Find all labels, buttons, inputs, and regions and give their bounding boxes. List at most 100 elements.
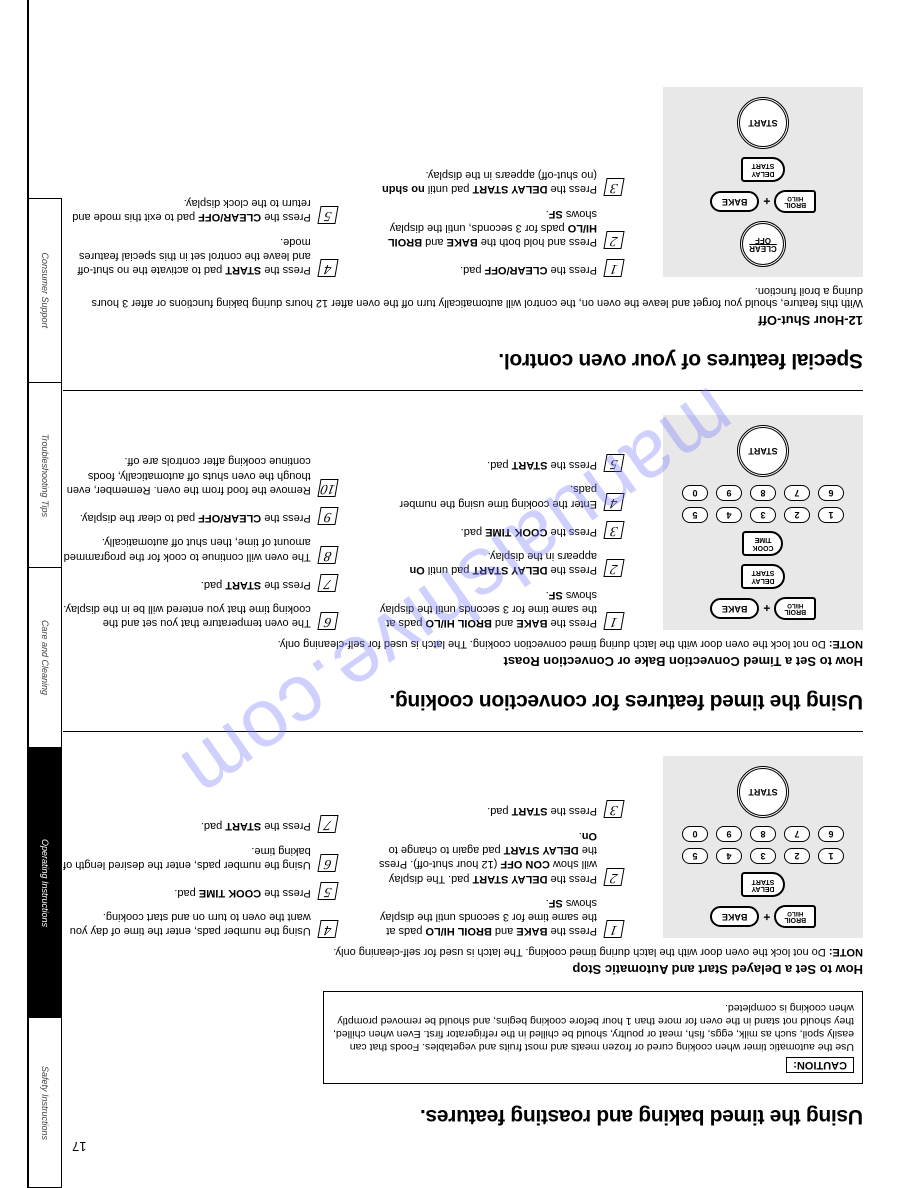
keypad-key: 2 (784, 507, 810, 523)
step-number: 1 (603, 612, 624, 630)
section: Using the timed baking and roasting feat… (63, 756, 863, 1128)
step: 8The oven will continue to cook for the … (63, 535, 337, 564)
step-body: Press the START pad. (377, 800, 597, 818)
start-button: START (737, 766, 789, 818)
note: NOTE: Do not lock the oven door with the… (63, 947, 863, 959)
step-number: 7 (317, 574, 338, 592)
step-number: 5 (317, 882, 338, 900)
plus-icon: + (763, 910, 770, 924)
step-body: Press the DELAY START pad until no shdn … (377, 168, 597, 197)
page-number: 17 (72, 1139, 86, 1154)
step-number: 4 (317, 921, 338, 939)
step-body: The oven temperature that you set and th… (63, 602, 311, 631)
step-number: 6 (317, 854, 338, 872)
step-body: Press the COOK TIME pad. (377, 521, 597, 539)
step-body: Using the number pads, enter the time of… (63, 910, 311, 939)
control-panel: CLEAROFF BROILHI/LO+BAKE DELAYSTART START (663, 87, 863, 277)
step-number: 7 (317, 815, 338, 833)
keypad-key: 2 (784, 848, 810, 864)
step-body: Press and hold both the BAKE and BROIL H… (377, 206, 597, 249)
step-number: 8 (317, 546, 338, 564)
bake-button: BAKE (710, 598, 760, 619)
delay-start-button: DELAYSTART (741, 157, 784, 182)
caution-text: Use the automatic timer when cooking cur… (332, 1001, 854, 1054)
button-row: BROILHI/LO +BAKE (710, 597, 816, 621)
caution-box: CAUTION: Use the automatic timer when coo… (323, 992, 863, 1085)
step-body: Remove the food from the oven. Remember,… (63, 454, 311, 497)
button-row: BROILHI/LO+BAKE (710, 190, 816, 214)
delay-start-button: DELAYSTART (741, 564, 784, 589)
control-panel: BROILHI/LO+BAKEDELAYSTART1234567890START (663, 756, 863, 938)
caution-title: CAUTION: (786, 1057, 854, 1073)
keypad-key: 6 (818, 826, 844, 842)
step-body: Using the number pads, enter the desired… (63, 843, 311, 872)
left-steps: 1Press the CLEAR/OFF pad. 2 Press and hold… (377, 87, 623, 277)
cook-time-button: COOKTIME (743, 531, 784, 556)
start-button: START (737, 97, 789, 149)
right-steps: 4 Using the number pads, enter the time o… (63, 756, 337, 938)
step-number: 9 (317, 507, 338, 525)
step: 5Press the START pad. (377, 454, 623, 472)
step-body: Press the COOK TIME pad. (63, 882, 311, 900)
step-body: Press the CLEAR/OFF pad to exit this mod… (63, 196, 311, 225)
step: 4Enter the cooking time using the number… (377, 482, 623, 511)
plus-icon: + (763, 601, 770, 615)
main-content: Using the timed baking and roasting feat… (63, 87, 863, 1128)
columns: BROILHI/LO+BAKEDELAYSTARTCOOKTIME1234567… (63, 415, 863, 630)
button-row: DELAYSTART (741, 564, 784, 589)
keypad-key: 1 (818, 848, 844, 864)
side-tabs: Safety InstructionsOperating Instruction… (29, 30, 62, 1188)
side-tab-label: Troubleshooting Tips (40, 433, 50, 516)
step-body: Press the BAKE and BROIL HI/LO pads at t… (377, 587, 597, 630)
button-row: DELAYSTART (741, 872, 784, 897)
section: Using the timed features for convection … (63, 415, 863, 713)
step: 5 Press the COOK TIME pad. (63, 882, 337, 900)
side-tab-label: Operating Instructions (40, 838, 50, 926)
side-tab: Operating Instructions (29, 748, 62, 1018)
step: 7Press the START pad. (63, 815, 337, 833)
step: 4 Using the number pads, enter the time o… (63, 910, 337, 939)
step-number: 2 (603, 868, 624, 886)
subtitle: 12-Hour Shut-Off (63, 313, 863, 328)
page: Safety InstructionsOperating Instruction… (0, 0, 918, 1188)
broil-button: BROILHI/LO (774, 905, 816, 929)
control-panel: BROILHI/LO+BAKEDELAYSTARTCOOKTIME1234567… (663, 415, 863, 630)
keypad-key: 1 (818, 507, 844, 523)
step-number: 5 (317, 206, 338, 224)
bake-button: BAKE (710, 191, 760, 212)
keypad-key: 8 (750, 485, 776, 501)
step-number: 2 (603, 559, 624, 577)
button-row: COOKTIME (743, 531, 784, 556)
subtitle: How to Set a Delayed Start and Automatic… (63, 963, 863, 978)
step-number: 1 (603, 921, 624, 939)
keypad-key: 5 (682, 507, 708, 523)
side-tab: Consumer Support (29, 198, 62, 383)
step: 2Press the DELAY START pad. The display … (377, 828, 623, 885)
step: 4Press the START pad to activate the no … (63, 234, 337, 277)
step-number: 1 (603, 259, 624, 277)
step-body: Press the START pad. (63, 574, 311, 592)
step: 1Press the BAKE and BROIL HI/LO pads at … (377, 896, 623, 939)
keypad-key: 3 (750, 507, 776, 523)
keypad-key: 6 (818, 485, 844, 501)
side-tab: Troubleshooting Tips (29, 383, 62, 568)
keypad-key: 9 (716, 826, 742, 842)
step-number: 5 (603, 454, 624, 472)
clear-off-button: CLEAROFF (740, 221, 786, 267)
keypad-key: 9 (716, 485, 742, 501)
step: 1Press the CLEAR/OFF pad. (377, 259, 623, 277)
panel-column: BROILHI/LO+BAKEDELAYSTART1234567890START (663, 756, 863, 938)
step: 2 Press the DELAY START pad until On appe… (377, 549, 623, 578)
keypad-key: 8 (750, 826, 776, 842)
step-body: Press the START pad to activate the no s… (63, 234, 311, 277)
right-steps: 4Press the START pad to activate the no … (63, 87, 337, 277)
side-tab: Care and Cleaning (29, 568, 62, 748)
step-body: Press the DELAY START pad until On appea… (377, 549, 597, 578)
broil-button: BROILHI/LO (774, 190, 816, 214)
step-number: 4 (603, 493, 624, 511)
step: 3Press the COOK TIME pad. (377, 521, 623, 539)
step: 3Press the DELAY START pad until no shdn… (377, 168, 623, 197)
broil-button: BROILHI/LO (774, 597, 816, 621)
step: 3Press the START pad. (377, 800, 623, 818)
step-number: 2 (603, 231, 624, 249)
